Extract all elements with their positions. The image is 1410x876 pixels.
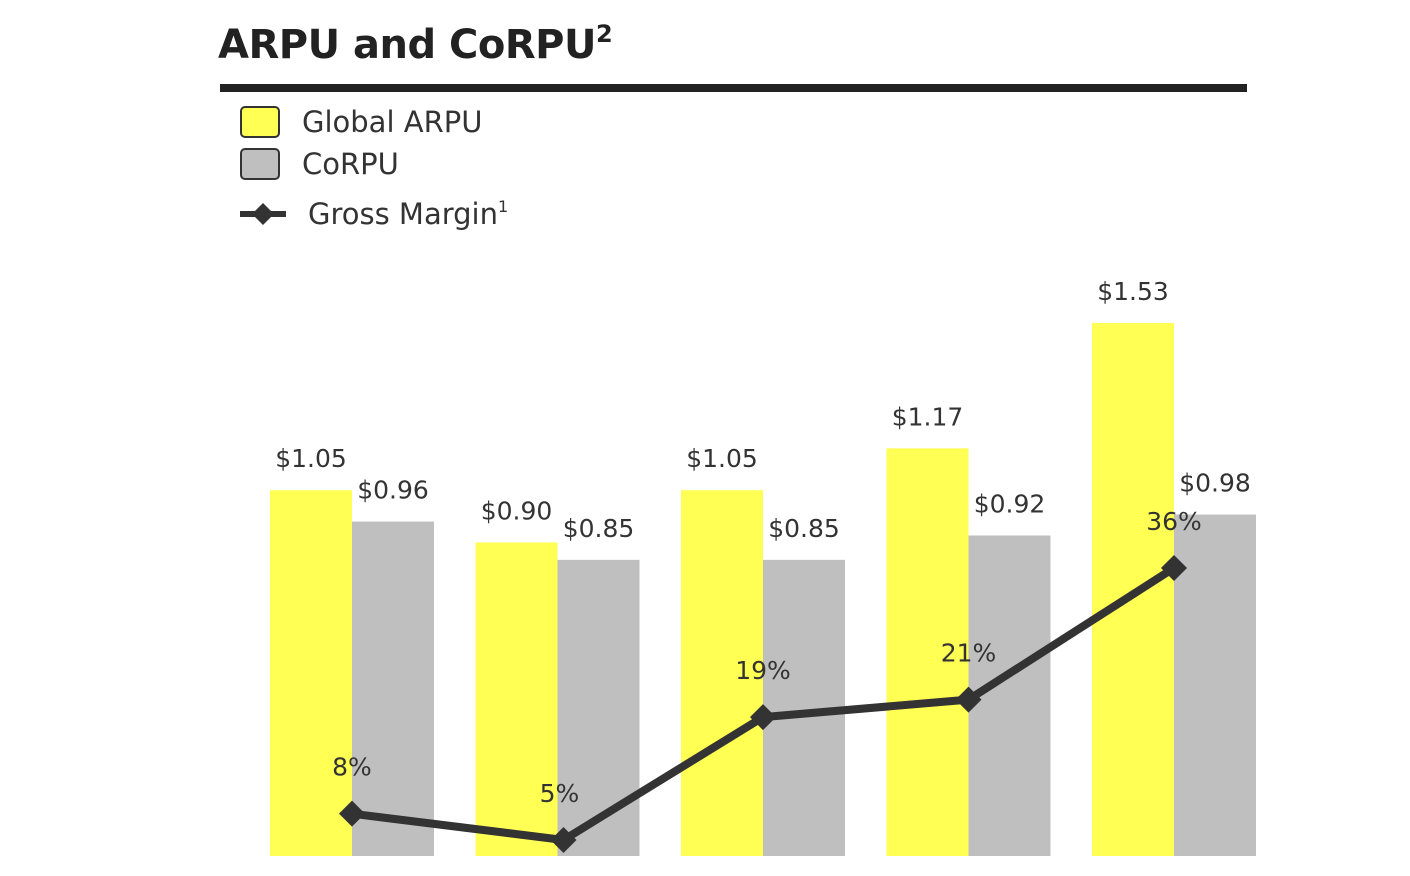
gross-margin-label-4: 21%	[941, 639, 997, 668]
legend-label-global-arpu: Global ARPU	[302, 105, 483, 139]
bar-global-arpu-1	[270, 490, 352, 856]
gross-margin-marker-2	[550, 827, 577, 853]
bar-global-arpu-4	[886, 448, 969, 856]
data-label-corpu-4: $0.92	[974, 489, 1046, 518]
legend-item-global-arpu: Global ARPU	[240, 102, 482, 142]
data-label-global-arpu-2: $0.90	[481, 496, 553, 525]
gross-margin-marker-5	[1161, 555, 1187, 581]
bar-global-arpu-2	[475, 542, 558, 856]
data-label-global-arpu-5: $1.53	[1097, 277, 1169, 306]
gross-margin-label-2: 5%	[540, 779, 580, 808]
data-label-corpu-5: $0.98	[1179, 469, 1251, 498]
legend-item-corpu: CoRPU	[240, 144, 399, 184]
data-label-corpu-3: $0.85	[768, 514, 840, 543]
legend-label-corpu: CoRPU	[302, 147, 399, 181]
data-label-global-arpu-4: $1.17	[892, 402, 964, 431]
bar-corpu-1	[352, 521, 434, 856]
gross-margin-marker-3	[750, 704, 776, 731]
gross-margin-label-5: 36%	[1146, 507, 1202, 536]
data-label-corpu-2: $0.85	[563, 514, 635, 543]
legend-label-gross-margin: Gross Margin1	[308, 197, 508, 231]
data-label-global-arpu-1: $1.05	[275, 444, 347, 473]
legend-label-gross-margin-text: Gross Margin	[308, 197, 498, 231]
legend-swatch-corpu	[240, 148, 280, 180]
title-divider	[220, 84, 1247, 92]
bar-global-arpu-3	[681, 490, 763, 856]
gross-margin-marker-4	[955, 686, 982, 713]
legend-label-gross-margin-footnote: 1	[498, 197, 509, 216]
gross-margin-label-1: 8%	[332, 753, 372, 782]
bar-corpu-2	[557, 559, 640, 856]
data-label-global-arpu-3: $1.05	[686, 444, 758, 473]
gross-margin-marker-1	[339, 800, 365, 827]
legend-item-gross-margin: Gross Margin1	[240, 194, 508, 234]
chart-title: ARPU and CoRPU2	[218, 20, 613, 68]
bar-corpu-5	[1174, 514, 1256, 856]
bar-corpu-4	[968, 535, 1051, 856]
bar-global-arpu-5	[1092, 322, 1174, 856]
gross-margin-label-3: 19%	[735, 656, 791, 685]
chart-title-footnote: 2	[595, 20, 613, 48]
data-label-corpu-1: $0.96	[357, 476, 429, 505]
legend-line-marker-icon	[240, 203, 286, 225]
chart-title-text: ARPU and CoRPU	[218, 22, 596, 68]
legend-swatch-global-arpu	[240, 106, 280, 138]
